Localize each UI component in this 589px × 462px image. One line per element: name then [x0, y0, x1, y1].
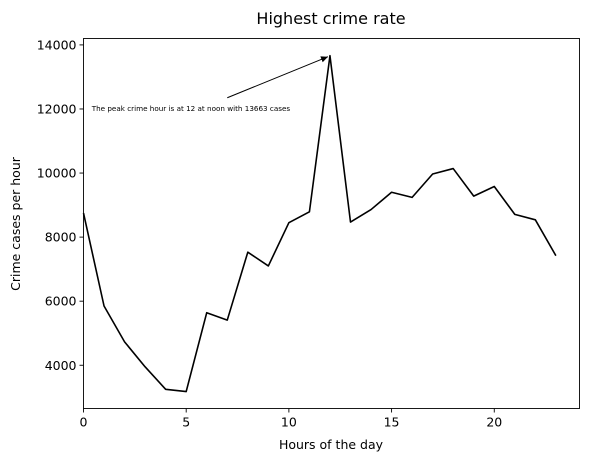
annotation-arrow — [227, 56, 329, 99]
x-tick-label: 20 — [486, 415, 502, 430]
y-tick-label: 8000 — [45, 230, 77, 245]
y-axis-label: Crime cases per hour — [8, 156, 23, 291]
plot-frame — [83, 38, 580, 409]
plot-area: The peak crime hour is at 12 at noon wit… — [82, 54, 557, 393]
y-tick-label: 14000 — [37, 37, 77, 52]
x-axis-label: Hours of the day — [279, 437, 384, 452]
y-tick-label: 12000 — [37, 101, 77, 116]
axis-ticks: 0 5 10 15 20 4000 6000 8000 10000 12000 14000 — [37, 37, 503, 429]
chart-title: Highest crime rate — [256, 9, 405, 28]
annotation-text: The peak crime hour is at 12 at noon wit… — [91, 104, 291, 113]
y-tick-label: 10000 — [37, 166, 77, 181]
x-tick-label: 0 — [80, 415, 88, 430]
y-tick-label: 4000 — [45, 358, 77, 373]
y-tick-label: 6000 — [45, 294, 77, 309]
x-tick-label: 10 — [281, 415, 297, 430]
x-tick-label: 5 — [182, 415, 190, 430]
series-line — [82, 54, 557, 393]
x-tick-label: 15 — [384, 415, 400, 430]
